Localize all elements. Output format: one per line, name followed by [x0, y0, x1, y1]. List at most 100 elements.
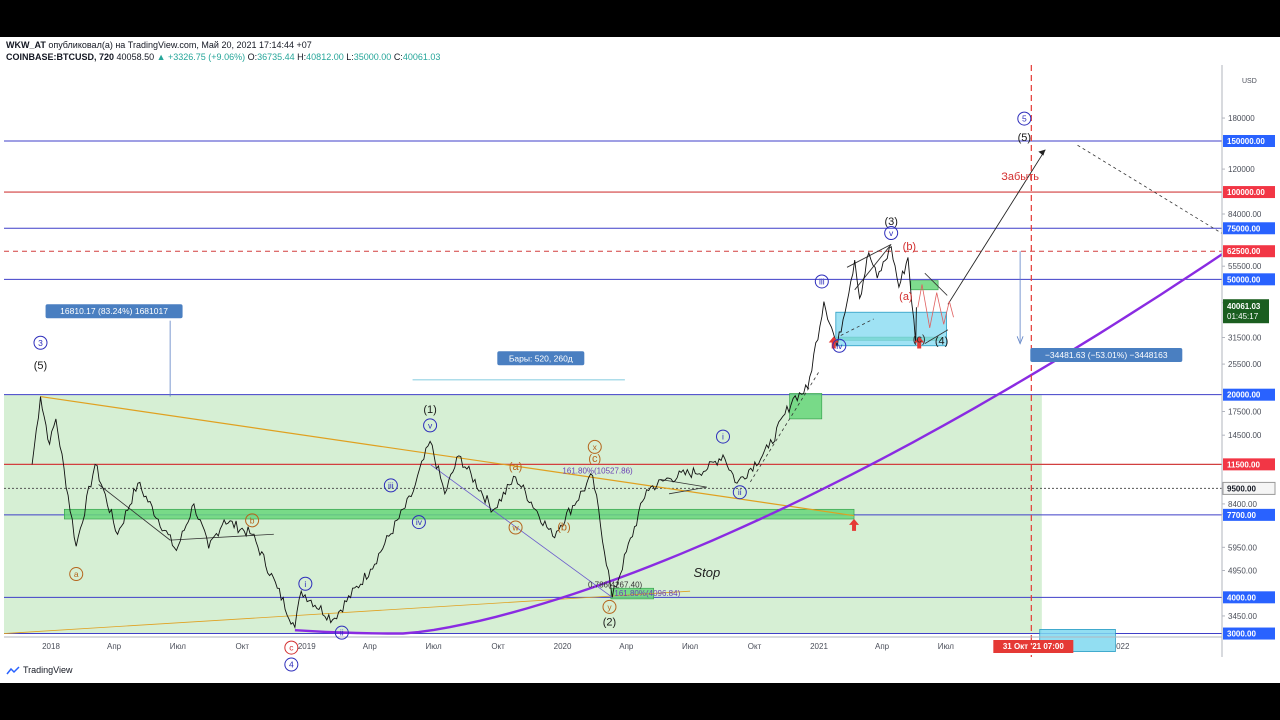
y-tick-label: 31500.00 [1228, 333, 1262, 342]
annotation-label: 0.786(4267.40) [588, 581, 643, 590]
x-tick-label: Окт [236, 642, 250, 651]
annotation-label: Забыть [1001, 171, 1039, 183]
wave-label: ii [738, 487, 742, 497]
y-tick-label: 5950.00 [1228, 543, 1257, 552]
level-price-tag [1223, 273, 1275, 286]
wave-circle [383, 478, 398, 493]
annotation-label: Stop [694, 565, 721, 580]
wave-label: v [428, 420, 433, 430]
level-price-label: 100000.00 [1227, 188, 1265, 197]
level-price-label: 62500.00 [1227, 247, 1261, 256]
annotation-label: (1) [423, 404, 436, 416]
support-zone-1 [64, 508, 855, 520]
level-price-tag [1223, 458, 1275, 471]
wave-circle [423, 418, 438, 433]
wave-label: iv [416, 517, 423, 527]
wave-label: v [889, 228, 894, 238]
wave-circle [69, 567, 84, 582]
level-price-label: 7700.00 [1227, 511, 1256, 520]
current-price-tag [1223, 299, 1269, 324]
x-cursor-label: 31 Окт '21 07:00 [1003, 642, 1065, 651]
open-value: 36735.44 [257, 52, 295, 62]
wave-label: x [593, 442, 598, 452]
buy-arrow-3-icon [849, 518, 860, 531]
author-name[interactable]: WKW_AT [6, 40, 46, 50]
price-change: ▲ +3326.75 (+9.06%) [156, 52, 246, 62]
x-tick-label: Июл [938, 642, 955, 651]
open-label: O: [247, 52, 258, 62]
wave-circle [245, 513, 260, 528]
level-price-label: 150000.00 [1227, 137, 1265, 146]
last-price: 40058.50 [116, 52, 155, 62]
x-tick-label: 2021 [810, 642, 828, 651]
level-price-tag [1223, 388, 1275, 401]
level-price-label: 50000.00 [1227, 275, 1261, 284]
annotation-label: (3) [884, 216, 897, 228]
wave-circle [334, 625, 349, 640]
level-price-tag [1222, 481, 1276, 495]
y-tick-label: 8400.00 [1228, 500, 1257, 509]
countdown-label: 01:45:17 [1227, 312, 1259, 321]
buy-arrow-2-icon [914, 336, 925, 349]
x-tick-label: Окт [748, 642, 762, 651]
brand-name[interactable]: TradingView [23, 665, 73, 675]
wave-circle [298, 576, 313, 591]
level-price-tag [1223, 591, 1275, 604]
high-value: 40812.00 [306, 52, 344, 62]
wave-circle [33, 335, 48, 350]
annotation-label: 161.80%(10527.86) [562, 466, 633, 475]
annotation-label: (a) [899, 291, 912, 303]
measure-label: 16810.17 (83.24%) 1681017 [60, 306, 168, 316]
symbol-line: COINBASE:BTCUSD, 720 40058.50 ▲ +3326.75… [6, 52, 440, 62]
wave-circle [602, 599, 617, 614]
x-tick-label: Июл [170, 642, 187, 651]
flag-pattern [660, 479, 707, 495]
wave-circle [884, 226, 899, 241]
level-price-tag [1223, 508, 1275, 521]
measure-box [497, 351, 585, 366]
level-price-label: 4000.00 [1227, 593, 1256, 602]
symbol-name[interactable]: COINBASE:BTCUSD, 720 [6, 52, 115, 62]
x-cursor-tag [993, 640, 1074, 653]
measure-label: −34481.63 (−53.01%) −3448163 [1045, 350, 1168, 360]
chart-frame: WKW_AT опубликовал(а) на TradingView.com… [0, 37, 1280, 683]
support-zone-2 [789, 393, 823, 420]
annotation-label: (c) [913, 333, 926, 345]
y-tick-label: 3450.00 [1228, 612, 1257, 621]
wave-label: 5 [1022, 114, 1027, 124]
x-tick-label: Окт [491, 642, 505, 651]
wave-label: iv [836, 341, 843, 351]
annotation-label: (4) [935, 335, 948, 347]
level-price-tag [1223, 135, 1275, 147]
price-chart[interactable]: 18000012000084000.0055500.0041500.003150… [0, 37, 1280, 683]
wave-label: i [722, 432, 724, 442]
wave-circle [284, 657, 299, 672]
wave-circle [284, 640, 299, 655]
level-price-label: 3000.00 [1227, 630, 1256, 639]
x-tick-label: Июл [682, 642, 699, 651]
wave-circle [1017, 111, 1032, 126]
published-text: опубликовал(а) на TradingView.com, Май 2… [45, 40, 312, 50]
wave-circle [832, 338, 847, 353]
x-tick-label-partial: 022 [1116, 642, 1130, 651]
y-tick-label: 84000.00 [1228, 210, 1262, 219]
y-tick-label: 4950.00 [1228, 566, 1257, 575]
annotation-label: 161.80%(4096.84) [614, 589, 680, 598]
publisher-line: WKW_AT опубликовал(а) на TradingView.com… [6, 40, 312, 50]
forget-projection [1077, 144, 1223, 234]
y-tick-label: 120000 [1228, 165, 1255, 174]
close-label: C: [393, 52, 403, 62]
dashed-projection [749, 318, 874, 483]
level-price-tag [1223, 186, 1275, 199]
measure-box [1030, 347, 1183, 362]
wave5-projection-arrow [947, 149, 1046, 305]
x-tick-label: 2020 [554, 642, 572, 651]
low-label: L: [346, 52, 354, 62]
x-tick-label: 2019 [298, 642, 316, 651]
x-tick-label: Июл [425, 642, 442, 651]
x-tick-label: Апр [875, 642, 890, 651]
x-tick-label: Апр [363, 642, 378, 651]
annotation-label: (b) [557, 522, 570, 534]
y-unit-label: USD [1242, 78, 1257, 85]
wave-label: iii [388, 480, 394, 490]
